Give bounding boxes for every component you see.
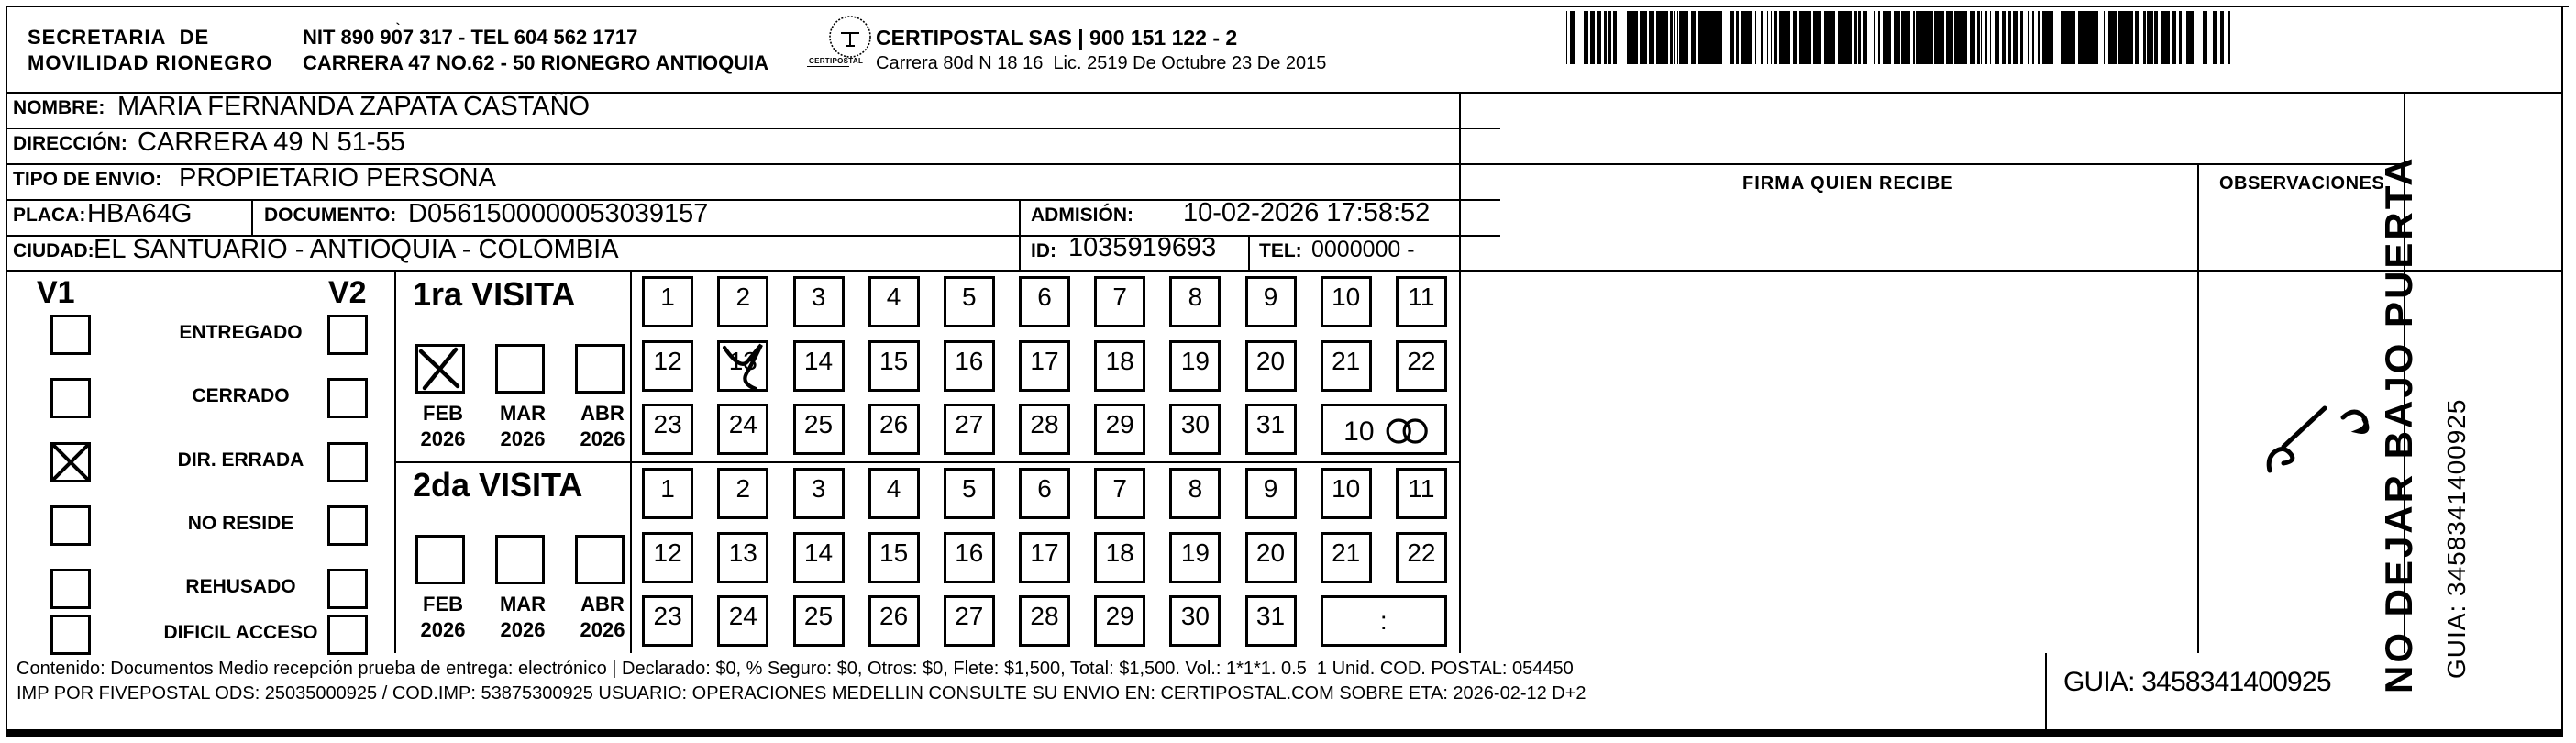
- svg-text:10: 10: [1343, 416, 1374, 447]
